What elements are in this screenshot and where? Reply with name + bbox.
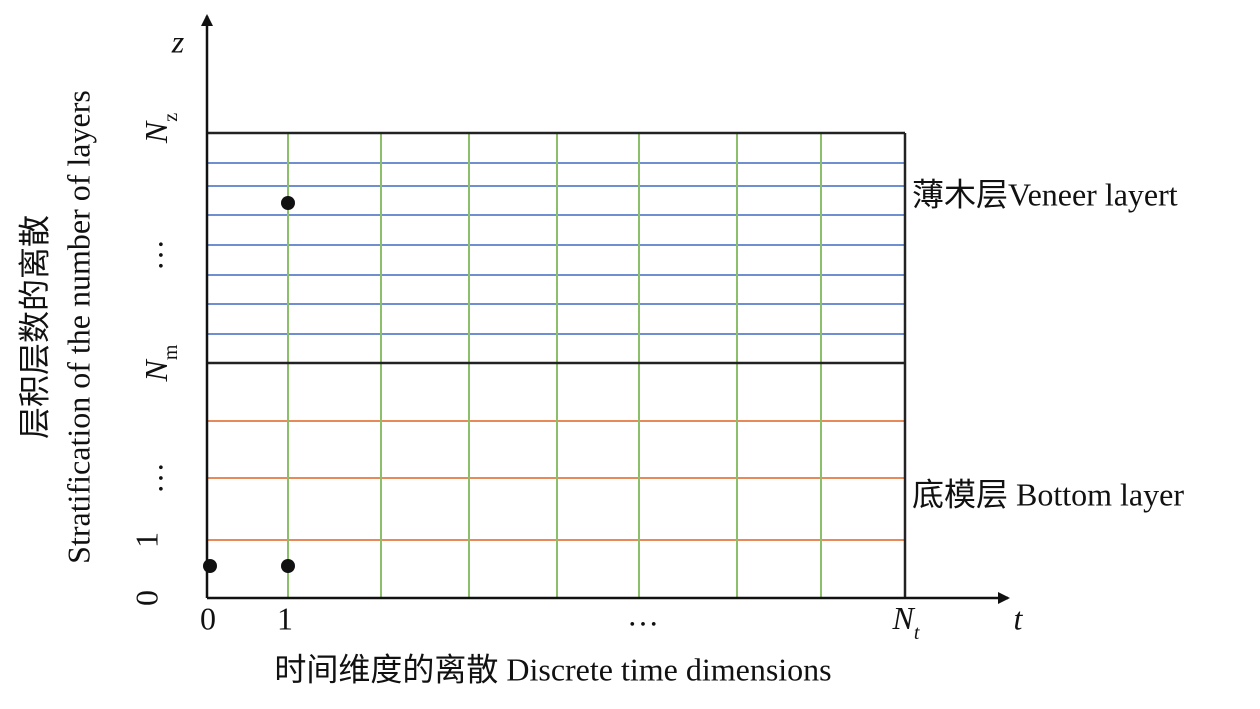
x-tick-sub: t bbox=[914, 622, 920, 644]
region-label: 底模层 Bottom layer bbox=[912, 476, 1184, 512]
x-tick-base: N bbox=[892, 600, 916, 636]
y-tick-base: N bbox=[138, 120, 174, 144]
y-tick: 1 bbox=[128, 532, 164, 548]
y-tick: Nm bbox=[138, 344, 181, 382]
grid bbox=[207, 131, 907, 598]
node bbox=[281, 559, 295, 573]
y-tick: Nz bbox=[138, 113, 181, 144]
y-tick: … bbox=[133, 239, 169, 271]
x-tick: … bbox=[627, 596, 659, 632]
y-title-en: Stratification of the number of layers bbox=[60, 90, 96, 564]
y-tick-sub: m bbox=[160, 344, 182, 360]
x-tick: 1 bbox=[277, 600, 293, 636]
y-symbol: z bbox=[171, 23, 185, 59]
y-tick: … bbox=[133, 462, 169, 494]
y-tick: 0 bbox=[128, 590, 164, 606]
region-label: 薄木层Veneer layert bbox=[912, 176, 1178, 212]
y-tick-base: N bbox=[138, 358, 174, 382]
node bbox=[281, 196, 295, 210]
y-title-zh: 层积层数的离散 bbox=[16, 215, 52, 439]
y-tick-sub: z bbox=[160, 113, 182, 122]
x-symbol: t bbox=[1014, 600, 1024, 636]
x-title: 时间维度的离散 Discrete time dimensions bbox=[274, 651, 831, 687]
x-tick: 0 bbox=[200, 600, 216, 636]
x-tick: Nt bbox=[892, 600, 920, 643]
node bbox=[203, 559, 217, 573]
